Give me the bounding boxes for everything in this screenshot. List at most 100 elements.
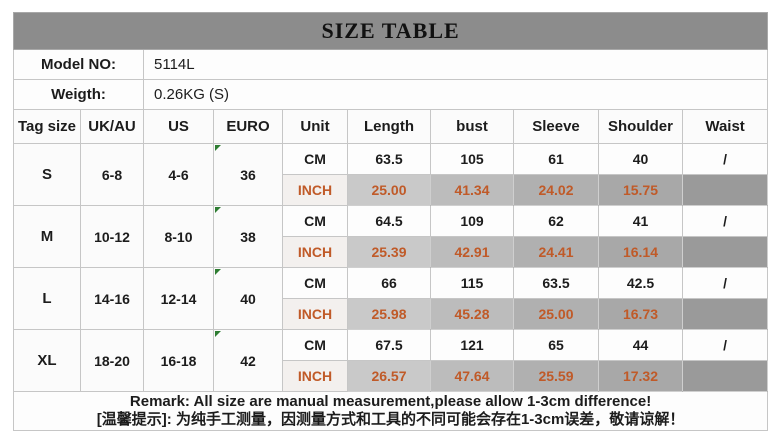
size-row-s-cm: S 6-8 4-6 36 CM 63.5 105 61 40 / xyxy=(13,143,769,206)
inch-shoulder-cell: 15.75 xyxy=(598,174,683,206)
excel-error-triangle-icon xyxy=(215,207,221,213)
inch-sleeve-cell: 25.59 xyxy=(513,360,599,392)
col-header-euro: EURO xyxy=(213,109,283,144)
inch-sleeve-cell: 24.41 xyxy=(513,236,599,268)
size-row-s-inch: INCH 25.00 41.34 24.02 15.75 xyxy=(14,174,769,206)
cm-length-cell: 63.5 xyxy=(347,143,431,175)
euro-cell: 38 xyxy=(213,205,283,268)
cm-length-cell: 66 xyxy=(347,267,431,299)
col-header-tag-size: Tag size xyxy=(13,109,81,144)
inch-sleeve-cell: 25.00 xyxy=(513,298,599,330)
euro-cell: 42 xyxy=(213,329,283,392)
remark-line-en: Remark: All size are manual measurement,… xyxy=(129,393,652,410)
cm-shoulder-cell: 41 xyxy=(598,205,683,237)
inch-bust-cell: 41.34 xyxy=(430,174,514,206)
size-row-xl-inch: INCH 26.57 47.64 25.59 17.32 xyxy=(14,360,769,392)
size-row-l-inch: INCH 25.98 45.28 25.00 16.73 xyxy=(14,298,769,330)
size-row-m-cm: M 10-12 8-10 38 CM 64.5 109 62 41 / xyxy=(13,205,769,268)
excel-error-triangle-icon xyxy=(215,331,221,337)
uk-au-cell: 14-16 xyxy=(80,267,144,330)
unit-inch-cell: INCH xyxy=(282,360,348,392)
euro-value: 38 xyxy=(240,228,256,245)
cm-waist-cell: / xyxy=(681,143,769,175)
cm-bust-cell: 105 xyxy=(430,143,514,175)
cm-sleeve-cell: 61 xyxy=(513,143,599,175)
remark-cell: Remark: All size are manual measurement,… xyxy=(12,391,769,431)
euro-value: 36 xyxy=(240,166,256,183)
excel-error-triangle-icon xyxy=(215,269,221,275)
inch-shoulder-cell: 17.32 xyxy=(598,360,683,392)
uk-au-cell: 18-20 xyxy=(80,329,144,392)
inch-sleeve-cell: 24.02 xyxy=(513,174,599,206)
col-header-sleeve: Sleeve xyxy=(513,109,599,144)
weight-label: Weigth: xyxy=(13,79,144,110)
inch-length-cell: 25.00 xyxy=(347,174,431,206)
cm-bust-cell: 121 xyxy=(430,329,514,361)
euro-cell: 36 xyxy=(213,143,283,206)
model-no-value: 5114L xyxy=(142,49,769,80)
tag-size-cell: S xyxy=(13,143,81,206)
uk-au-cell: 10-12 xyxy=(80,205,144,268)
inch-bust-cell: 42.91 xyxy=(430,236,514,268)
inch-shoulder-cell: 16.73 xyxy=(598,298,683,330)
us-cell: 4-6 xyxy=(143,143,214,206)
inch-waist-cell xyxy=(681,298,769,330)
cm-waist-cell: / xyxy=(681,329,769,361)
cm-shoulder-cell: 42.5 xyxy=(598,267,683,299)
weight-value: 0.26KG (S) xyxy=(142,79,769,110)
unit-cm-cell: CM xyxy=(282,143,348,175)
size-row-l-cm: L 14-16 12-14 40 CM 66 115 63.5 42.5 / xyxy=(13,267,769,330)
tag-size-cell: M xyxy=(13,205,81,268)
unit-inch-cell: INCH xyxy=(282,174,348,206)
inch-waist-cell xyxy=(681,236,769,268)
tag-size-cell: XL xyxy=(13,329,81,392)
unit-cm-cell: CM xyxy=(282,205,348,237)
cm-shoulder-cell: 40 xyxy=(598,143,683,175)
unit-inch-cell: INCH xyxy=(282,298,348,330)
inch-shoulder-cell: 16.14 xyxy=(598,236,683,268)
cm-bust-cell: 115 xyxy=(430,267,514,299)
col-header-uk-au: UK/AU xyxy=(80,109,144,144)
size-row-m-inch: INCH 25.39 42.91 24.41 16.14 xyxy=(14,236,769,268)
remark-line-zh: [温馨提示]: 为纯手工测量，因测量方式和工具的不同可能会存在1-3cm误差，敬… xyxy=(96,411,685,428)
euro-value: 40 xyxy=(240,290,256,307)
size-table: SIZE TABLE Model NO: 5114L Weigth: 0.26K… xyxy=(12,12,769,431)
tag-size-cell: L xyxy=(13,267,81,330)
inch-bust-cell: 45.28 xyxy=(430,298,514,330)
us-cell: 12-14 xyxy=(143,267,214,330)
size-row-xl-cm: XL 18-20 16-18 42 CM 67.5 121 65 44 / xyxy=(13,329,769,392)
us-cell: 8-10 xyxy=(143,205,214,268)
euro-cell: 40 xyxy=(213,267,283,330)
cm-sleeve-cell: 63.5 xyxy=(513,267,599,299)
cm-waist-cell: / xyxy=(681,267,769,299)
inch-waist-cell xyxy=(681,174,769,206)
cm-length-cell: 64.5 xyxy=(347,205,431,237)
excel-error-triangle-icon xyxy=(215,145,221,151)
euro-value: 42 xyxy=(240,352,256,369)
page-title: SIZE TABLE xyxy=(321,18,460,43)
cm-sleeve-cell: 62 xyxy=(513,205,599,237)
cm-bust-cell: 109 xyxy=(430,205,514,237)
inch-length-cell: 25.98 xyxy=(347,298,431,330)
cm-length-cell: 67.5 xyxy=(347,329,431,361)
col-header-bust: bust xyxy=(430,109,514,144)
cm-shoulder-cell: 44 xyxy=(598,329,683,361)
unit-inch-cell: INCH xyxy=(282,236,348,268)
col-header-waist: Waist xyxy=(681,109,769,144)
model-no-label: Model NO: xyxy=(13,49,144,80)
unit-cm-cell: CM xyxy=(282,329,348,361)
title-bar: SIZE TABLE xyxy=(12,12,769,50)
inch-waist-cell xyxy=(681,360,769,392)
unit-cm-cell: CM xyxy=(282,267,348,299)
inch-length-cell: 26.57 xyxy=(347,360,431,392)
col-header-unit: Unit xyxy=(282,109,348,144)
cm-sleeve-cell: 65 xyxy=(513,329,599,361)
cm-waist-cell: / xyxy=(681,205,769,237)
col-header-us: US xyxy=(143,109,214,144)
us-cell: 16-18 xyxy=(143,329,214,392)
inch-length-cell: 25.39 xyxy=(347,236,431,268)
uk-au-cell: 6-8 xyxy=(80,143,144,206)
col-header-length: Length xyxy=(347,109,431,144)
col-header-shoulder: Shoulder xyxy=(598,109,683,144)
